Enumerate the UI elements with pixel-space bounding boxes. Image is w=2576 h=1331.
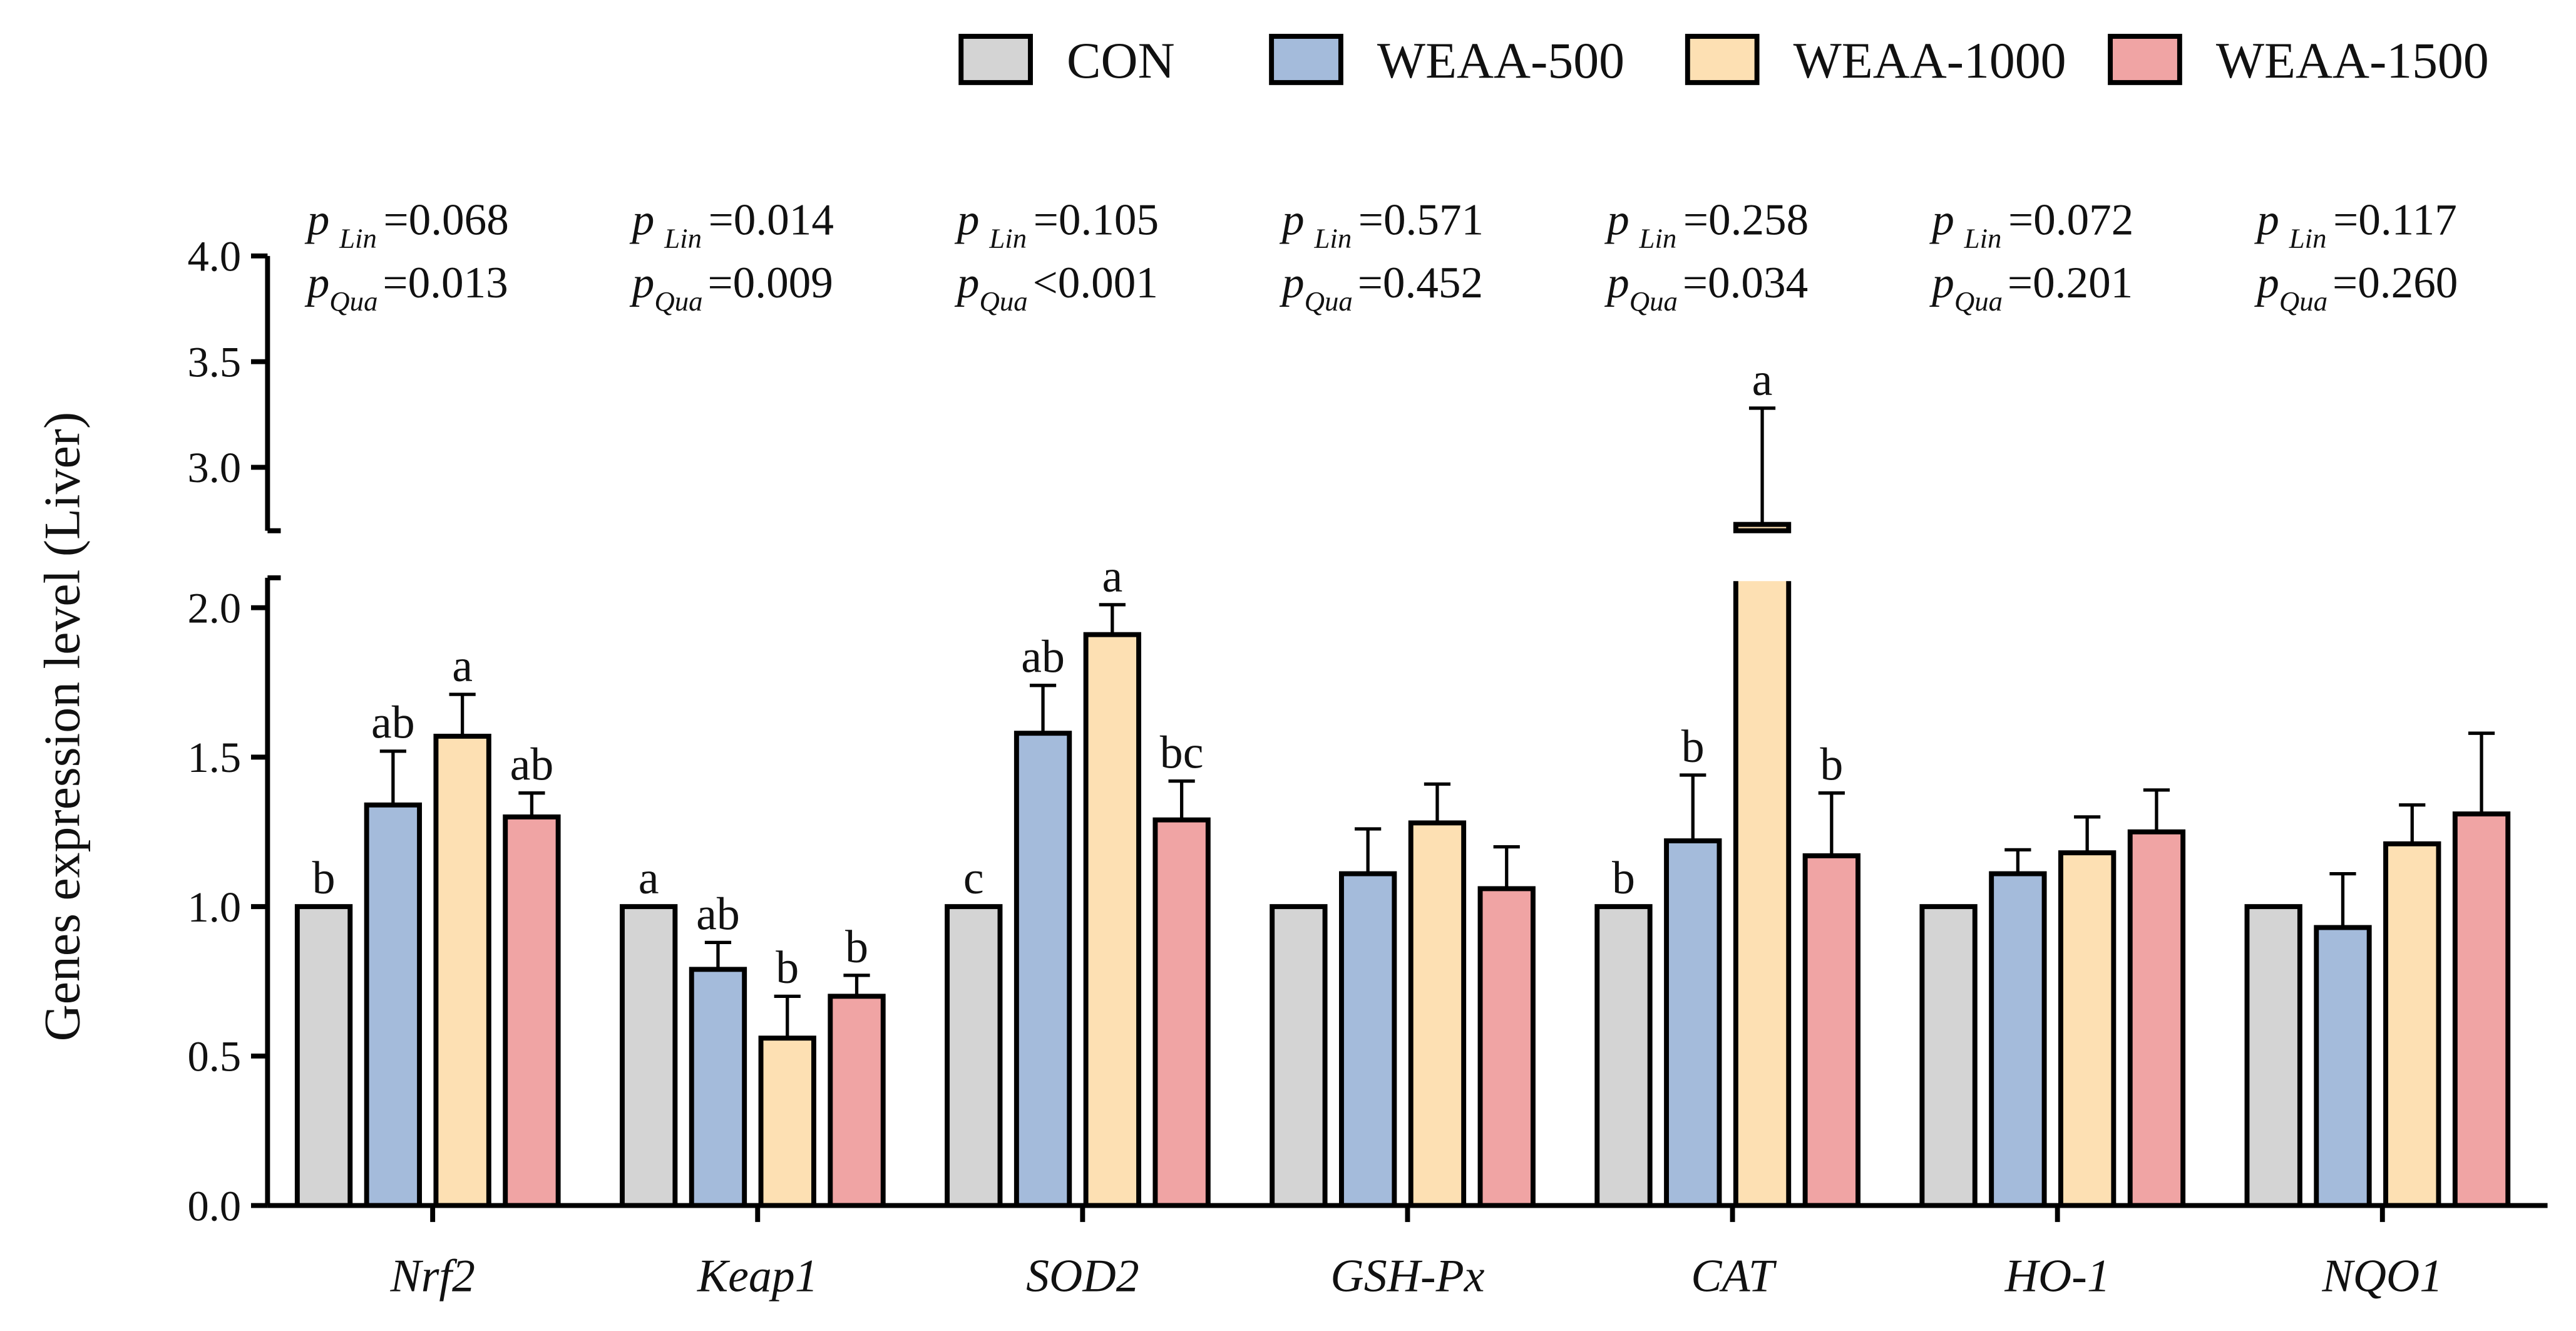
p-quadratic-label: pQua =0.013 xyxy=(304,259,508,317)
bar-weaa-500 xyxy=(364,802,423,1208)
significance-letter: b xyxy=(1681,721,1705,772)
x-tick-label: SOD2 xyxy=(1026,1250,1139,1302)
p-linear-label: p Lin =0.068 xyxy=(304,196,509,254)
bar-weaa-500 xyxy=(1989,871,2047,1208)
significance-letter: bc xyxy=(1160,726,1204,778)
bar-weaa-1000 xyxy=(433,734,491,1208)
p-linear-label: p Lin =0.258 xyxy=(1604,196,1809,254)
bar-con xyxy=(945,904,1003,1208)
bar-break-gap xyxy=(1732,574,1792,582)
bar-weaa-1000 xyxy=(758,1036,816,1208)
bar-weaa-1000 xyxy=(1083,632,1142,1208)
significance-letter: a xyxy=(639,852,659,903)
significance-letter: ab xyxy=(510,739,554,790)
bar-con xyxy=(1270,904,1328,1208)
bar-weaa-500 xyxy=(1664,838,1722,1208)
p-linear-label: p Lin =0.571 xyxy=(1279,196,1484,254)
legend-label: WEAA-500 xyxy=(1377,32,1624,89)
legend: CON WEAA-500 WEAA-1000 WEAA-1500 xyxy=(958,32,2489,89)
significance-letter: b xyxy=(1612,852,1635,903)
bar-weaa-1000 xyxy=(1408,820,1467,1208)
p-linear-label: p Lin =0.105 xyxy=(954,196,1159,254)
y-tick-label: 3.0 xyxy=(187,444,241,491)
p-quadratic-label: pQua =0.260 xyxy=(2254,259,2458,317)
p-quadratic-label: pQua <0.001 xyxy=(954,259,1158,317)
significance-letter: b xyxy=(1820,739,1843,790)
p-linear-label: p Lin =0.117 xyxy=(2254,196,2457,254)
significance-letter: ab xyxy=(371,697,415,748)
y-tick-label: 0.0 xyxy=(187,1182,241,1230)
significance-letter: a xyxy=(1102,550,1122,602)
p-quadratic-label: pQua =0.034 xyxy=(1604,259,1808,317)
y-tick-label: 4.0 xyxy=(187,233,241,280)
p-quadratic-label: pQua =0.201 xyxy=(1929,259,2133,317)
bar-weaa-500 xyxy=(1339,871,1397,1208)
bar-con xyxy=(620,904,678,1208)
bar-weaa-1500 xyxy=(828,994,886,1208)
bar-weaa-1000 xyxy=(2383,841,2441,1208)
legend-swatch xyxy=(1685,34,1760,85)
x-tick-label: HO-1 xyxy=(2004,1250,2110,1302)
bar-weaa-500 xyxy=(1013,731,1072,1208)
y-tick-label: 2.0 xyxy=(187,584,241,632)
legend-label: CON xyxy=(1067,32,1175,89)
bar-weaa-1500 xyxy=(1802,853,1860,1208)
bar-weaa-1000-lower xyxy=(1733,575,1792,1208)
legend-label: WEAA-1500 xyxy=(2216,32,2489,89)
significance-letter: ab xyxy=(1021,631,1065,682)
significance-letter: b xyxy=(312,852,336,903)
legend-swatch xyxy=(2108,34,2182,85)
bar-weaa-1500 xyxy=(2452,811,2511,1208)
legend-swatch xyxy=(958,34,1033,85)
significance-letter: b xyxy=(776,942,799,993)
x-tick-label: NQO1 xyxy=(2321,1250,2443,1302)
significance-letter: a xyxy=(452,640,473,691)
x-tick-label: Keap1 xyxy=(697,1250,818,1302)
y-tick-label: 3.5 xyxy=(187,338,241,386)
bar-weaa-500 xyxy=(689,967,747,1208)
bar-con xyxy=(1594,904,1653,1208)
y-axis-label: Genes expression level (Liver) xyxy=(34,412,91,1042)
bar-weaa-1500 xyxy=(2127,829,2186,1208)
bar-con xyxy=(294,904,353,1208)
bar-con xyxy=(2244,904,2302,1208)
significance-letter: ab xyxy=(696,888,740,939)
bar-weaa-1500 xyxy=(1152,817,1211,1208)
y-tick-label: 0.5 xyxy=(187,1033,241,1081)
legend-label: WEAA-1000 xyxy=(1793,32,2066,89)
significance-letter: c xyxy=(963,852,984,903)
bar-weaa-1500 xyxy=(503,814,561,1208)
p-quadratic-label: pQua =0.452 xyxy=(1279,259,1483,317)
y-tick-label: 1.5 xyxy=(187,734,241,781)
axes: 0.0 0.5 1.0 1.5 2.0 3.0 3.5 4.0 Nrf2 Keap1 SOD2 GSH… xyxy=(187,233,2548,1302)
legend-swatch xyxy=(1269,34,1343,85)
x-tick-label: CAT xyxy=(1691,1250,1777,1302)
bar-weaa-1500 xyxy=(1477,886,1536,1208)
y-tick-label: 1.0 xyxy=(187,883,241,931)
p-linear-label: p Lin =0.014 xyxy=(629,196,834,254)
bar-con xyxy=(1919,904,1978,1208)
bar-weaa-1000 xyxy=(2058,850,2117,1208)
x-tick-label: GSH-Px xyxy=(1330,1250,1484,1302)
significance-letter: b xyxy=(845,921,868,972)
bar-weaa-1000-upper xyxy=(1733,522,1792,533)
p-quadratic-label: pQua =0.009 xyxy=(629,259,833,317)
bar-weaa-500 xyxy=(2314,925,2372,1208)
p-linear-label: p Lin =0.072 xyxy=(1929,196,2133,254)
x-tick-label: Nrf2 xyxy=(389,1250,475,1302)
significance-letter: a xyxy=(1752,354,1773,405)
